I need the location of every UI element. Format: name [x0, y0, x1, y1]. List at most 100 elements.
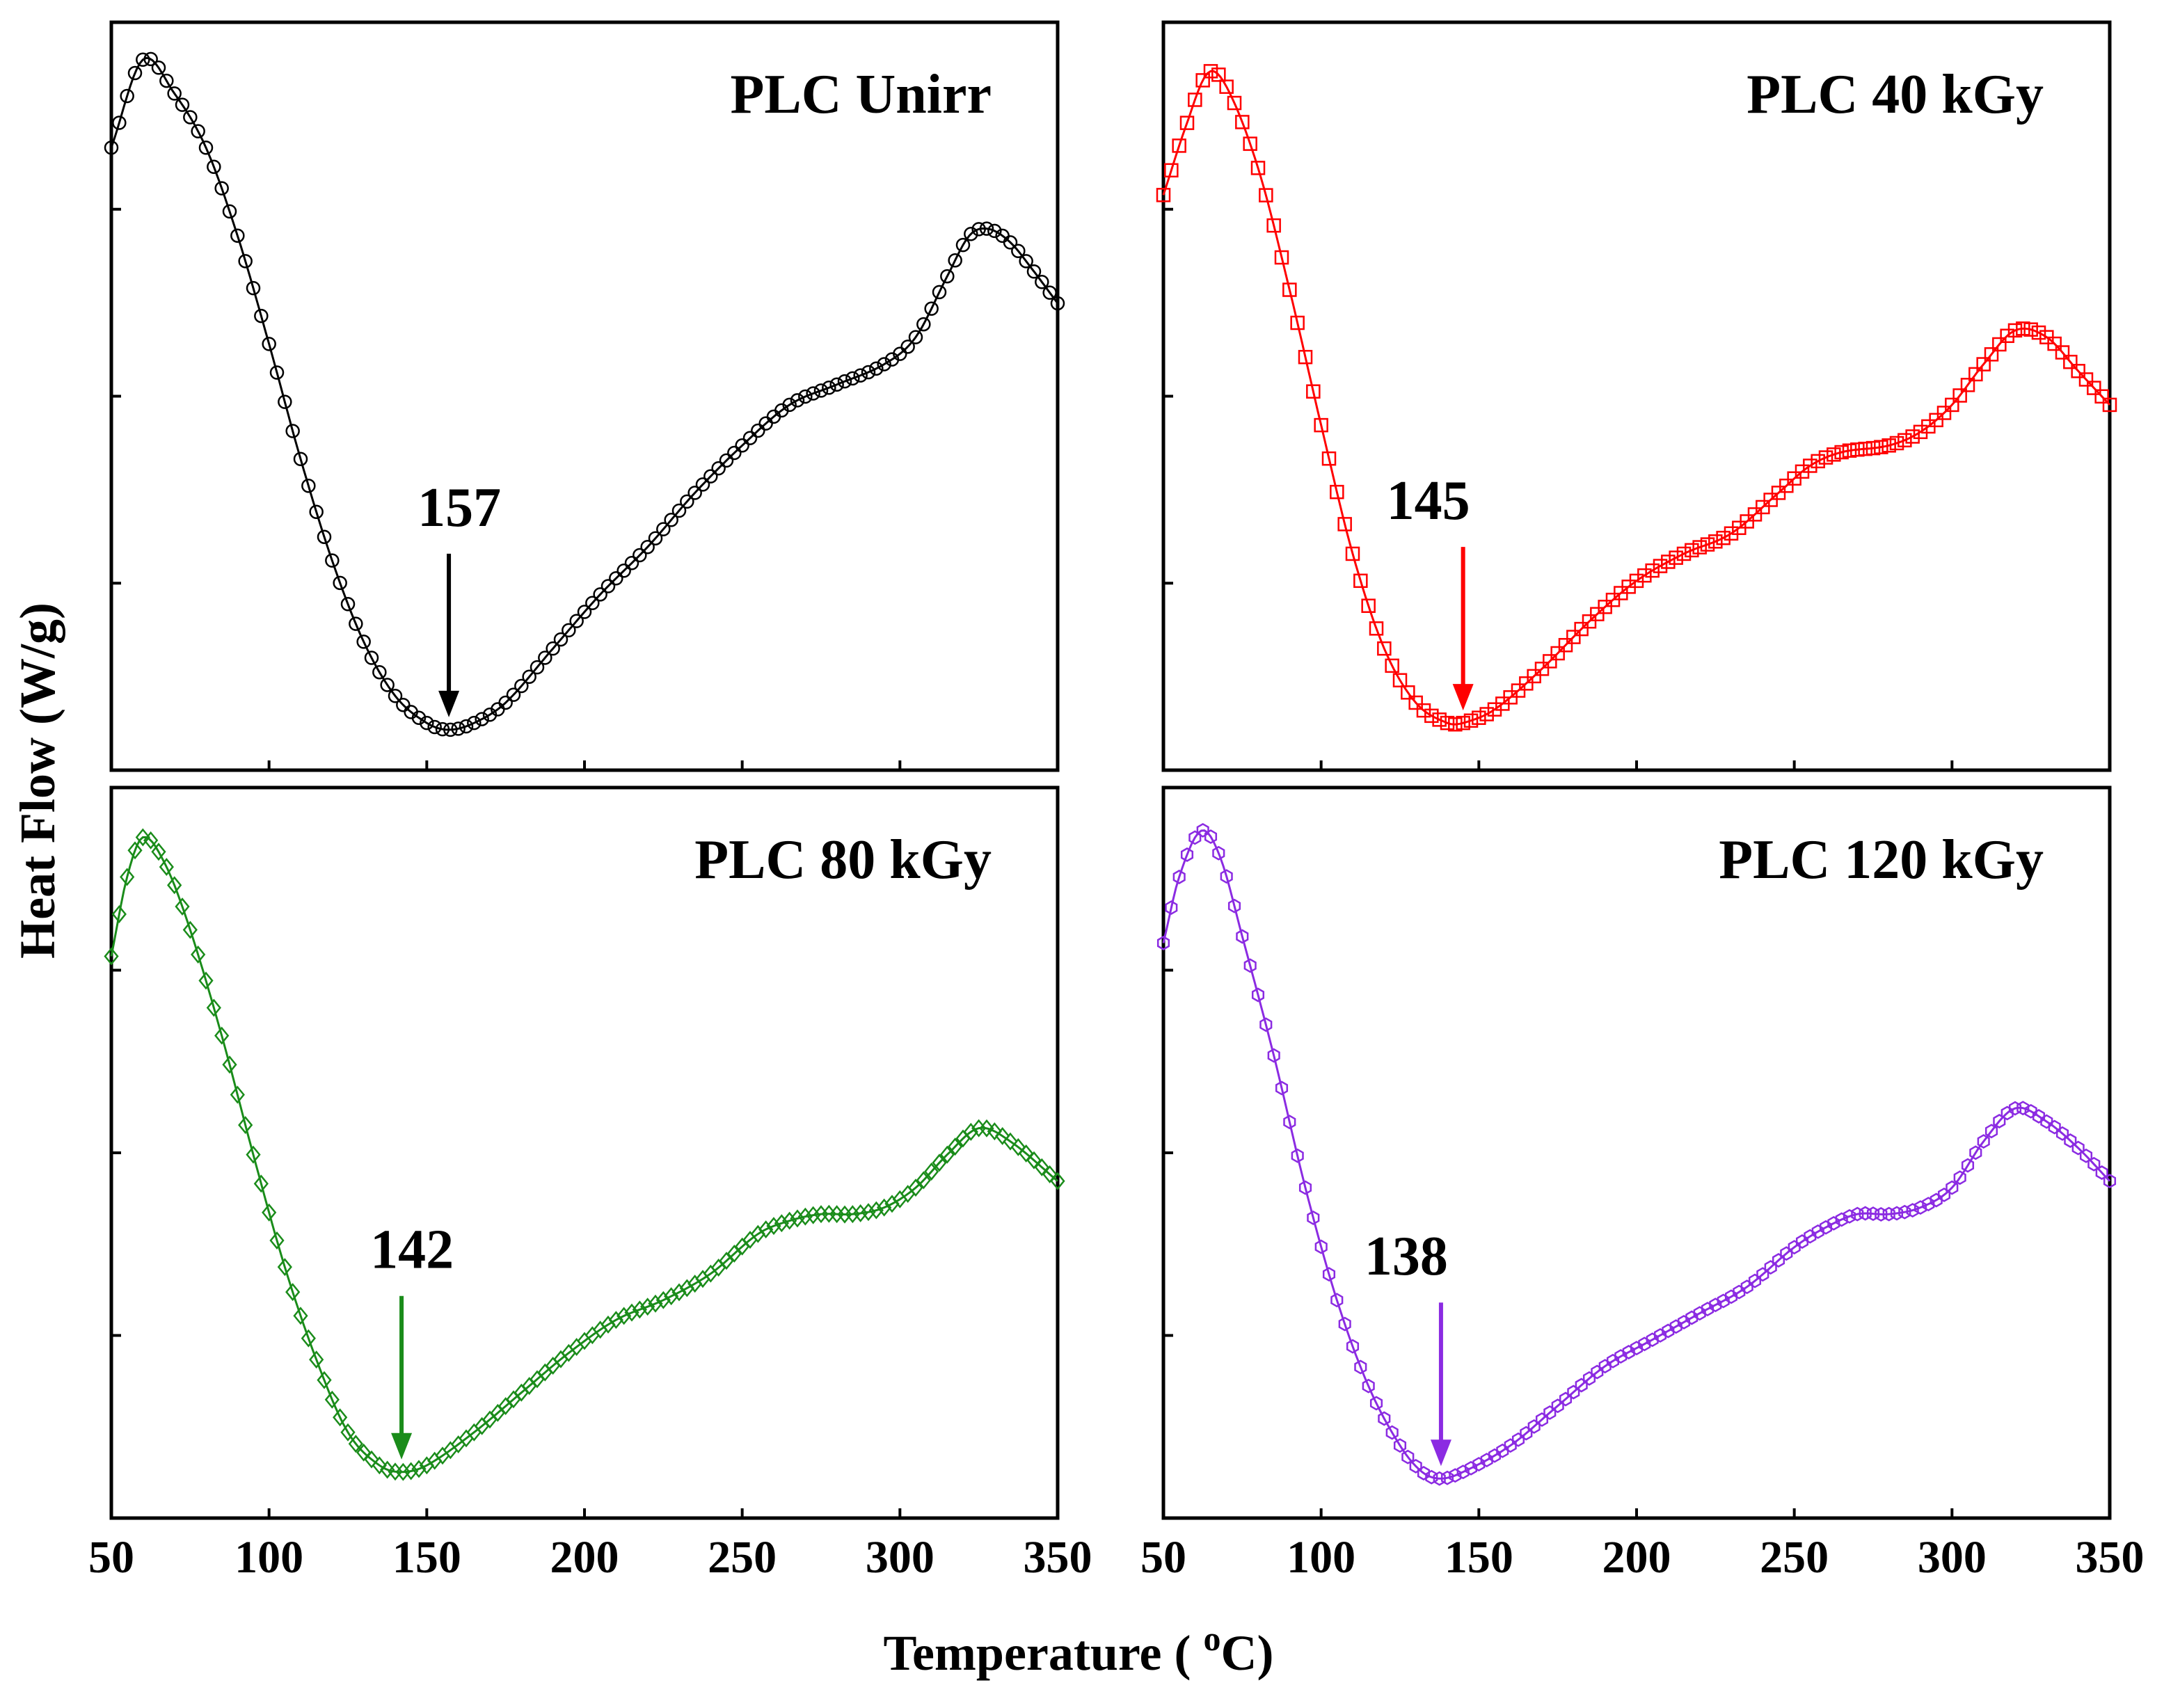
- data-point: [782, 397, 797, 413]
- data-point: [1914, 1200, 1927, 1215]
- data-point: [143, 51, 158, 67]
- x-axis-label-main: Temperature (: [884, 1625, 1204, 1681]
- data-point: [2064, 1133, 2077, 1148]
- data-point: [1156, 188, 1171, 202]
- panel-80kgy: 50 100 150 200 250 300 350 PLC 80 kGy 142: [88, 785, 1092, 1583]
- panel-120kgy: 50 100 150 200 250 300 350 PLC 120 kGy 138: [1140, 785, 2145, 1583]
- x-tick-label: 350: [1024, 1532, 1092, 1583]
- data-point: [1251, 987, 1265, 1003]
- data-point: [924, 301, 939, 316]
- data-point: [111, 904, 127, 923]
- x-tick-label: 50: [1140, 1532, 1186, 1583]
- data-point: [1590, 607, 1605, 621]
- data-point: [861, 1203, 876, 1222]
- data-point: [1220, 869, 1233, 884]
- data-point: [340, 1423, 356, 1442]
- data-point: [1804, 1229, 1817, 1244]
- data-point: [1361, 598, 1376, 613]
- data-point: [2103, 1174, 2117, 1189]
- data-point: [1227, 898, 1241, 913]
- data-point: [648, 1294, 663, 1313]
- data-point: [451, 721, 466, 736]
- data-point: [356, 1443, 372, 1462]
- data-point: [1676, 546, 1692, 561]
- data-point: [325, 553, 340, 568]
- data-point: [230, 1085, 245, 1104]
- data-point: [1227, 95, 1242, 111]
- data-point: [562, 623, 576, 638]
- data-point: [1156, 936, 1170, 950]
- data-point: [916, 1171, 931, 1190]
- data-point: [948, 253, 962, 268]
- data-point: [1330, 484, 1344, 500]
- data-point: [159, 73, 174, 88]
- data-point: [719, 1252, 734, 1270]
- data-point: [1026, 1151, 1042, 1170]
- data-point: [1952, 388, 1967, 403]
- data-point: [1558, 638, 1573, 653]
- data-point: [2024, 1103, 2037, 1119]
- data-point: [1692, 540, 1707, 554]
- data-point: [877, 357, 891, 372]
- data-point: [979, 1119, 994, 1138]
- annotation-label: 142: [370, 1220, 454, 1281]
- data-point: [1448, 717, 1463, 732]
- data-point: [1803, 458, 1817, 473]
- data-point: [577, 605, 592, 619]
- data-point: [1835, 1212, 1848, 1227]
- data-point: [553, 632, 568, 647]
- data-point: [1369, 1396, 1383, 1411]
- data-point: [1984, 347, 1999, 362]
- data-point: [1235, 115, 1250, 129]
- data-point: [1859, 1206, 1872, 1221]
- x-tick-label: 200: [1602, 1532, 1671, 1583]
- data-point: [1432, 712, 1447, 727]
- x-tick-label: 50: [88, 1532, 134, 1583]
- data-point: [1275, 1080, 1289, 1096]
- data-point: [979, 221, 994, 236]
- data-point: [1243, 136, 1257, 151]
- data-point: [1042, 1165, 1058, 1183]
- data-point: [2094, 389, 2109, 404]
- data-point: [1464, 1460, 1478, 1476]
- data-point: [1756, 500, 1770, 515]
- data-point: [971, 222, 986, 237]
- data-point: [1195, 73, 1210, 88]
- data-point: [1976, 357, 1991, 372]
- data-point: [1961, 1158, 1975, 1173]
- data-point: [167, 86, 182, 101]
- data-point: [1409, 1458, 1422, 1474]
- data-point: [1378, 1411, 1391, 1426]
- data-point: [1298, 1180, 1312, 1195]
- data-point: [687, 486, 702, 500]
- data-point: [900, 340, 915, 354]
- data-point: [829, 377, 844, 392]
- data-point: [1906, 1203, 1919, 1218]
- data-point: [1834, 445, 1849, 460]
- data-point: [1034, 1158, 1049, 1176]
- data-point: [246, 280, 261, 296]
- data-point: [1307, 1210, 1320, 1225]
- data-point: [182, 920, 198, 939]
- data-point: [1472, 1457, 1486, 1472]
- data-point: [1646, 1332, 1659, 1348]
- data-point: [940, 269, 955, 284]
- data-point: [671, 503, 687, 518]
- data-point: [2032, 1109, 2046, 1124]
- data-point: [680, 494, 694, 509]
- data-point: [301, 1329, 316, 1348]
- data-point: [868, 1201, 884, 1220]
- data-point: [1693, 1306, 1706, 1321]
- data-point: [1669, 550, 1683, 565]
- data-point: [1392, 673, 1408, 688]
- data-point: [1575, 1378, 1588, 1393]
- data-point: [293, 452, 308, 466]
- data-point: [1945, 397, 1959, 413]
- x-tick-label: 100: [234, 1532, 303, 1583]
- data-point: [924, 1163, 939, 1181]
- data-point: [1282, 282, 1297, 297]
- data-point: [1946, 1180, 1959, 1195]
- data-point: [278, 394, 292, 409]
- data-point: [364, 651, 379, 665]
